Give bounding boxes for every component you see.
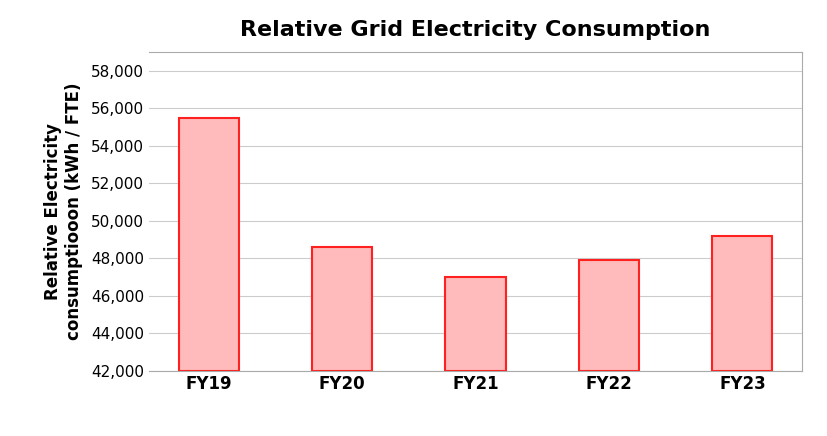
Y-axis label: Relative Electricity
consumptiooon (kWh / FTE): Relative Electricity consumptiooon (kWh … — [44, 83, 83, 340]
Bar — [312, 247, 372, 371]
Bar — [179, 118, 239, 371]
Bar — [446, 277, 505, 371]
Title: Relative Grid Electricity Consumption: Relative Grid Electricity Consumption — [241, 20, 710, 40]
Bar — [579, 260, 639, 371]
Bar — [712, 236, 772, 371]
